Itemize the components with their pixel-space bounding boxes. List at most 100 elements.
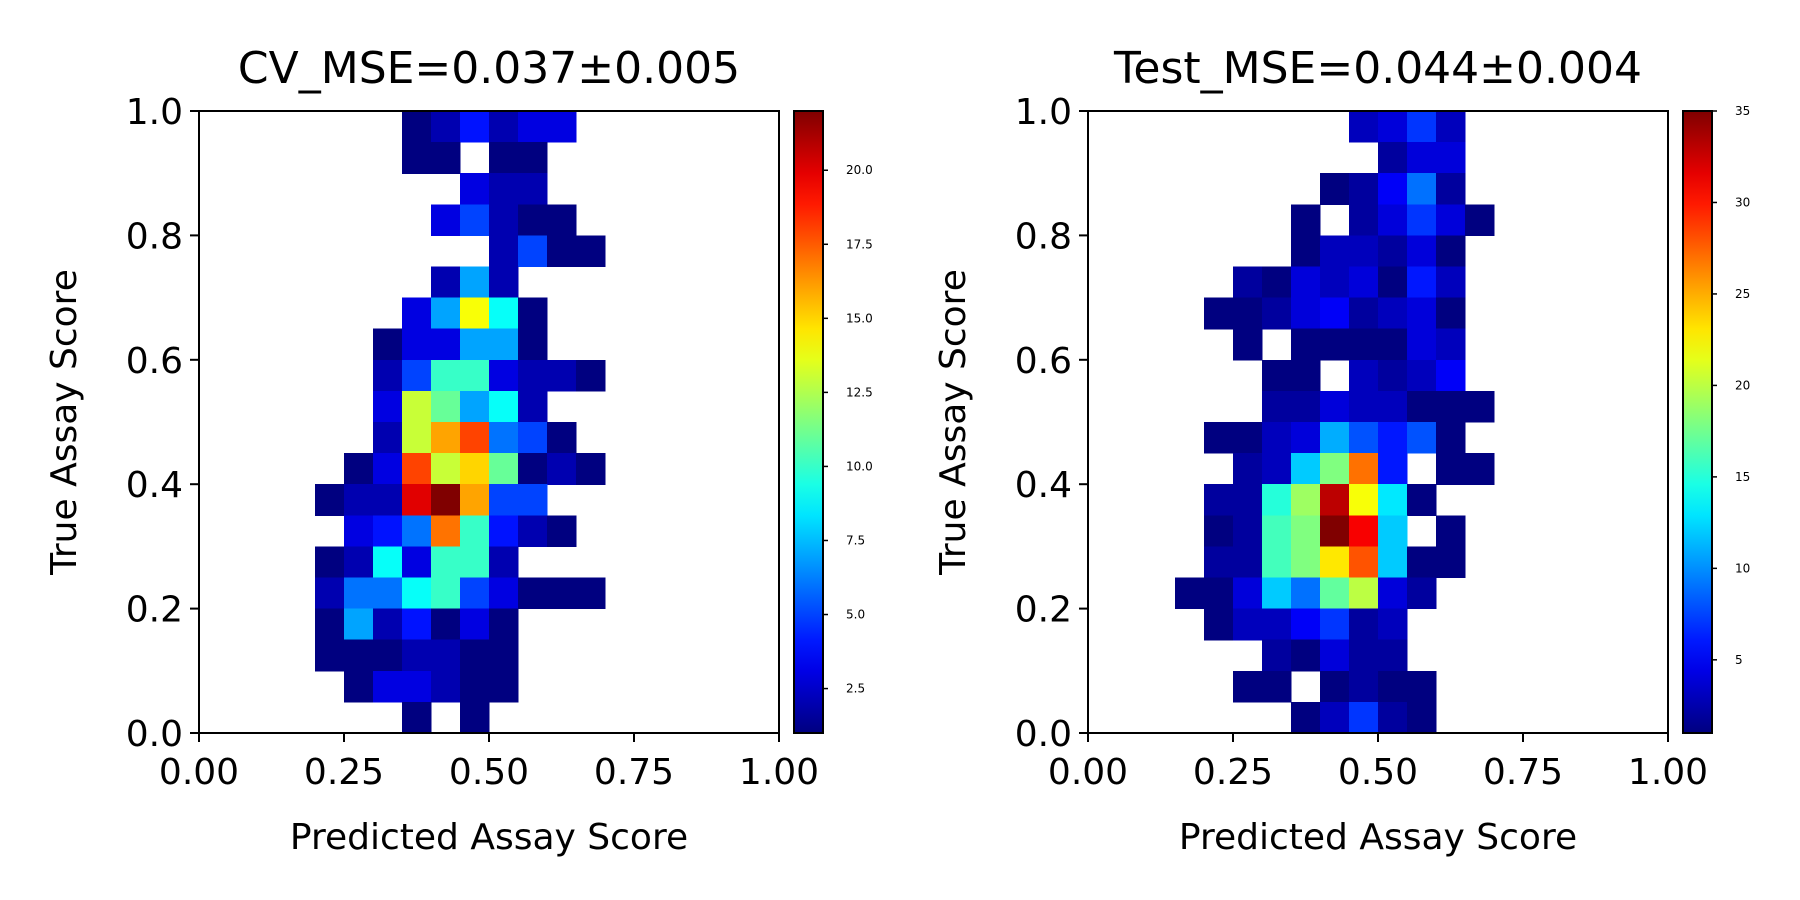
heatmap-cell [518, 142, 548, 174]
heatmap-cell [1291, 297, 1321, 330]
heatmap-cell [547, 422, 577, 454]
heatmap-cell [1407, 670, 1437, 703]
heatmap-cell [1349, 701, 1379, 734]
heatmap-cell [460, 390, 490, 423]
heatmap-cell [489, 266, 519, 299]
heatmap-cell [1349, 390, 1379, 423]
heatmap-cell [344, 577, 374, 610]
heatmap-cell [1349, 453, 1379, 485]
heatmap-cell [518, 422, 548, 454]
heatmap-cell [1204, 297, 1234, 330]
heatmap-cell [1349, 266, 1379, 299]
colorbar-tick-label: 2.5 [846, 682, 865, 696]
heatmap-cell [315, 577, 345, 610]
x-tick-label: 0.50 [1338, 752, 1418, 793]
heatmap-cell [1291, 235, 1321, 268]
heatmap-cell [1349, 422, 1379, 454]
heatmap-cell [1407, 484, 1437, 516]
heatmap-cell [1407, 422, 1437, 454]
heatmap-cell [1349, 235, 1379, 268]
heatmap-cell [1436, 173, 1466, 205]
heatmap-cell [1204, 608, 1234, 641]
heatmap-cell [402, 453, 432, 485]
heatmap-cell [1349, 670, 1379, 703]
heatmap-cell [460, 608, 490, 641]
heatmap-cell [431, 608, 461, 641]
x-tick-label: 0.00 [1048, 752, 1128, 793]
heatmap-cell [1378, 577, 1408, 610]
heatmap-cell [460, 111, 490, 143]
y-tick-label: 0.8 [1015, 216, 1072, 257]
heatmap-cell [1320, 390, 1350, 423]
heatmap-cell [1320, 328, 1350, 361]
heatmap-cell [373, 639, 403, 672]
heatmap-cell [547, 359, 577, 392]
heatmap-cell [518, 484, 548, 516]
heatmap-cell [1320, 422, 1350, 454]
colorbar-tick-label: 20 [1735, 378, 1750, 392]
heatmap-cell [315, 484, 345, 516]
heatmap-cell [547, 235, 577, 268]
y-tick-label: 0.8 [126, 216, 183, 257]
x-tick-label: 1.00 [1628, 752, 1708, 793]
heatmap-cell [1349, 359, 1379, 392]
heatmap-cell [1349, 328, 1379, 361]
heatmap-cell [1349, 515, 1379, 547]
heatmap-cell [1320, 701, 1350, 734]
heatmap-cell [576, 235, 606, 268]
heatmap-cell [1320, 484, 1350, 516]
heatmap-cell [1407, 297, 1437, 330]
heatmap-cell [402, 422, 432, 454]
heatmap-cell [518, 453, 548, 485]
heatmap-cell [460, 515, 490, 547]
heatmap-cell [1233, 266, 1263, 299]
heatmap-cell [1233, 297, 1263, 330]
heatmap-cell [1436, 204, 1466, 236]
heatmap-cell [1436, 142, 1466, 174]
heatmap-cell [1320, 297, 1350, 330]
heatmap-cell [1233, 453, 1263, 485]
heatmap-cell [1436, 515, 1466, 547]
heatmap-cell [489, 577, 519, 610]
heatmap-cell [460, 266, 490, 299]
heatmap-cell [460, 639, 490, 672]
colorbar-frame [1682, 110, 1713, 734]
colorbar-tick-label: 7.5 [846, 533, 865, 547]
heatmap-cell [1378, 328, 1408, 361]
heatmap-cell [431, 142, 461, 174]
heatmap-cell [460, 328, 490, 361]
heatmap-cell [1233, 484, 1263, 516]
y-tick-label: 0.4 [1015, 465, 1072, 506]
heatmap-cell [1407, 546, 1437, 579]
x-axis-label: Predicted Assay Score [1179, 817, 1577, 858]
heatmap-cell [344, 453, 374, 485]
heatmap-cell [402, 111, 432, 143]
heatmap-cell [431, 453, 461, 485]
heatmap-cell [489, 546, 519, 579]
colorbar-tick-label: 17.5 [846, 237, 873, 251]
heatmap-cell [1320, 546, 1350, 579]
heatmap-cell [1378, 422, 1408, 454]
heatmap-cell [460, 173, 490, 205]
colorbar-tick-label: 5.0 [846, 608, 865, 622]
heatmap-cell [460, 453, 490, 485]
heatmap-cell [373, 328, 403, 361]
heatmap-cell [315, 608, 345, 641]
heatmap-cell [373, 608, 403, 641]
heatmap-cell [1233, 608, 1263, 641]
heatmap-cell [489, 422, 519, 454]
heatmap-cell [431, 639, 461, 672]
heatmap-cell [1233, 515, 1263, 547]
y-tick-label: 0.6 [126, 341, 183, 382]
heatmap-cell [344, 515, 374, 547]
heatmap-cell [1262, 390, 1292, 423]
heatmap-cell [402, 328, 432, 361]
heatmap-cell [547, 577, 577, 610]
heatmap-cell [547, 515, 577, 547]
colorbar [794, 111, 823, 733]
heatmap-cell [1291, 204, 1321, 236]
colorbar-tick-label: 30 [1735, 195, 1750, 209]
heatmap-cell [1262, 266, 1292, 299]
heatmap-cell [1349, 204, 1379, 236]
